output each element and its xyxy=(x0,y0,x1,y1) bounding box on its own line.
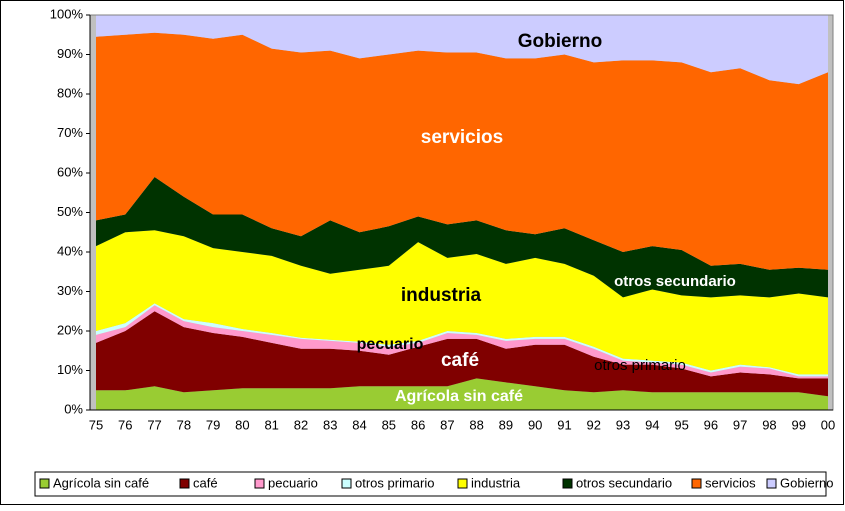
x-tick-label: 94 xyxy=(645,417,659,432)
legend-swatch xyxy=(341,478,352,489)
x-tick-label: 76 xyxy=(118,417,132,432)
y-tick-label: 80% xyxy=(57,85,83,100)
x-tick-label: 88 xyxy=(469,417,483,432)
x-tick-label: 89 xyxy=(499,417,513,432)
legend-label: otros primario xyxy=(355,475,434,490)
annotation: pecuario xyxy=(357,336,424,353)
x-tick-label: 83 xyxy=(323,417,337,432)
legend-label: otros secundario xyxy=(576,475,672,490)
x-tick-label: 95 xyxy=(674,417,688,432)
legend-label: Gobierno xyxy=(780,475,833,490)
area-series xyxy=(96,15,828,85)
x-tick-label: 84 xyxy=(352,417,366,432)
x-tick-label: 92 xyxy=(587,417,601,432)
annotation: café xyxy=(441,350,479,371)
area-series xyxy=(96,177,828,298)
legend-swatch xyxy=(39,478,50,489)
legend-label: servicios xyxy=(705,475,756,490)
x-tick-label: 86 xyxy=(411,417,425,432)
legend-label: Agrícola sin café xyxy=(53,475,149,490)
x-tick-label: 81 xyxy=(264,417,278,432)
y-tick-label: 100% xyxy=(50,6,84,21)
legend-label: pecuario xyxy=(268,475,318,490)
y-tick-label: 30% xyxy=(57,283,83,298)
legend-swatch xyxy=(254,478,265,489)
x-tick-label: 99 xyxy=(791,417,805,432)
x-tick-label: 87 xyxy=(440,417,454,432)
legend-label: industria xyxy=(471,475,521,490)
x-tick-label: 96 xyxy=(704,417,718,432)
x-tick-label: 77 xyxy=(147,417,161,432)
x-tick-label: 98 xyxy=(762,417,776,432)
legend-swatch xyxy=(457,478,468,489)
y-tick-label: 0% xyxy=(64,401,83,416)
x-tick-label: 91 xyxy=(557,417,571,432)
legend-swatch xyxy=(562,478,573,489)
y-tick-label: 20% xyxy=(57,322,83,337)
x-tick-label: 79 xyxy=(206,417,220,432)
y-tick-label: 70% xyxy=(57,125,83,140)
annotation: otros secundario xyxy=(614,273,736,290)
annotation: otros primario xyxy=(594,357,686,374)
x-tick-label: 93 xyxy=(616,417,630,432)
x-tick-label: 78 xyxy=(177,417,191,432)
area-series xyxy=(96,230,828,375)
annotation: industria xyxy=(401,285,482,306)
legend-swatch xyxy=(766,478,777,489)
x-tick-label: 97 xyxy=(733,417,747,432)
area-series xyxy=(96,378,828,410)
y-tick-label: 50% xyxy=(57,204,83,219)
x-tick-label: 82 xyxy=(294,417,308,432)
area-series xyxy=(96,305,828,379)
legend-swatch xyxy=(691,478,702,489)
area-series xyxy=(96,311,828,397)
annotation: Gobierno xyxy=(518,31,602,52)
x-tick-label: 90 xyxy=(528,417,542,432)
x-tick-label: 85 xyxy=(382,417,396,432)
y-tick-label: 60% xyxy=(57,164,83,179)
y-tick-label: 40% xyxy=(57,243,83,258)
y-tick-label: 90% xyxy=(57,46,83,61)
area-series xyxy=(96,32,828,270)
x-tick-label: 80 xyxy=(235,417,249,432)
x-tick-label: 75 xyxy=(89,417,103,432)
legend-label: café xyxy=(193,475,218,490)
y-tick-label: 10% xyxy=(57,362,83,377)
legend-swatch xyxy=(179,478,190,489)
annotation: Agrícola sin café xyxy=(395,388,523,405)
annotation: servicios xyxy=(421,127,503,148)
x-tick-label: 00 xyxy=(821,417,835,432)
